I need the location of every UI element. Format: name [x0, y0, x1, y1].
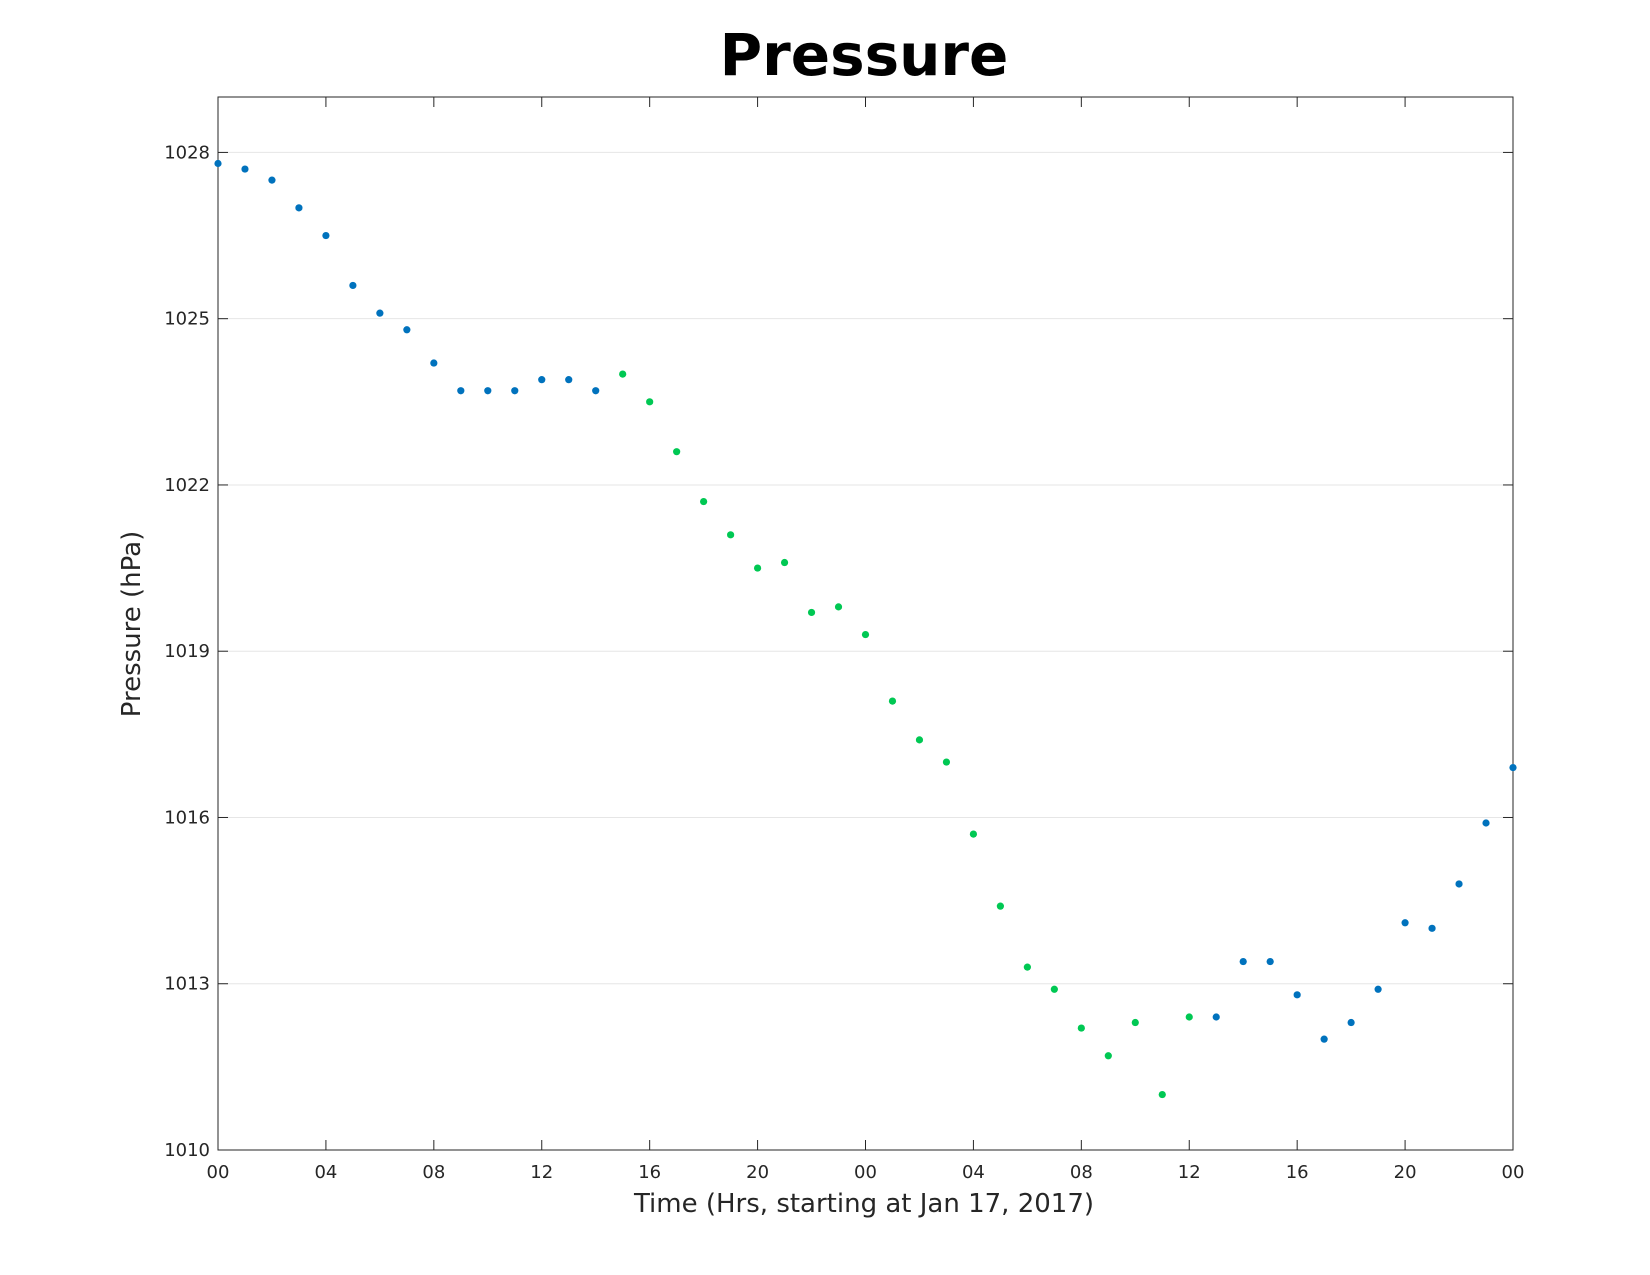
data-point [673, 448, 681, 456]
data-point [1428, 924, 1436, 932]
data-point [1347, 1018, 1355, 1027]
data-point [1239, 957, 1247, 966]
data-point [727, 531, 735, 539]
x-tick-label: 08 [1070, 1162, 1093, 1183]
plot-area-border [217, 96, 1514, 1151]
x-tick-label: 20 [746, 1162, 769, 1183]
x-tick-label: 00 [207, 1162, 230, 1183]
y-axis-label: Pressure (hPa) [117, 531, 147, 718]
x-tick-label: 20 [1394, 1162, 1417, 1183]
data-points [214, 159, 1517, 1099]
data-point [430, 359, 438, 367]
data-point [834, 603, 843, 611]
x-tick-label: 00 [854, 1162, 877, 1183]
data-point [268, 176, 276, 184]
chart-title: Pressure [720, 21, 1009, 89]
y-tick-label: 1028 [164, 142, 210, 163]
data-point [511, 387, 519, 395]
y-tick-label: 1019 [164, 641, 210, 662]
data-point [861, 630, 870, 639]
data-point [1158, 1090, 1166, 1099]
data-point [1482, 819, 1490, 827]
y-tick-label: 1013 [164, 974, 210, 995]
data-point [322, 231, 330, 240]
data-point [295, 204, 303, 212]
data-point [1131, 1018, 1139, 1027]
y-tick-label: 1025 [164, 309, 210, 330]
data-point [1455, 880, 1463, 888]
y-tick-label: 1022 [164, 475, 210, 496]
data-point [942, 758, 951, 766]
data-point [1374, 985, 1382, 993]
x-tick-label: 12 [530, 1162, 553, 1183]
data-point [915, 736, 924, 744]
data-point [214, 159, 222, 168]
x-tick-label: 00 [1502, 1162, 1525, 1183]
y-tick-label: 1016 [164, 807, 210, 828]
x-tick-label: 12 [1178, 1162, 1201, 1183]
x-tick-label: 04 [314, 1162, 337, 1183]
data-point [1293, 991, 1301, 999]
data-point [349, 281, 357, 290]
data-point [592, 387, 600, 395]
data-point [457, 387, 465, 395]
data-point [1023, 963, 1031, 971]
data-point [780, 558, 789, 567]
data-point [753, 564, 762, 572]
data-point [1050, 985, 1058, 993]
data-point [1077, 1024, 1085, 1032]
data-point [1401, 919, 1409, 927]
data-point [376, 309, 384, 317]
x-axis-label: Time (Hrs, starting at Jan 17, 2017) [633, 1189, 1094, 1219]
data-point [1212, 1013, 1220, 1021]
data-point [807, 608, 816, 617]
data-point [619, 370, 627, 378]
data-point [565, 376, 573, 384]
data-point [646, 398, 654, 406]
data-point [1266, 957, 1274, 966]
data-point [996, 902, 1004, 910]
data-point [484, 387, 492, 395]
x-tick-label: 04 [962, 1162, 985, 1183]
data-point [241, 165, 249, 173]
x-tick-label: 08 [422, 1162, 445, 1183]
x-tick-label: 16 [1286, 1162, 1309, 1183]
data-point [1509, 763, 1517, 772]
data-point [969, 830, 978, 838]
data-point [1185, 1013, 1193, 1021]
data-point [403, 326, 411, 334]
grid-lines [218, 151, 1513, 1151]
data-point [1320, 1035, 1328, 1043]
data-point [1104, 1052, 1112, 1060]
y-tick-label: 1010 [164, 1140, 210, 1161]
data-point [538, 376, 546, 384]
axis-ticks: 1010 1013 1016 1019 1022 1025 1028 00 04 08 12 16 20… [164, 97, 1524, 1183]
data-point [700, 497, 708, 506]
x-tick-label: 16 [638, 1162, 661, 1183]
data-point [888, 697, 897, 705]
